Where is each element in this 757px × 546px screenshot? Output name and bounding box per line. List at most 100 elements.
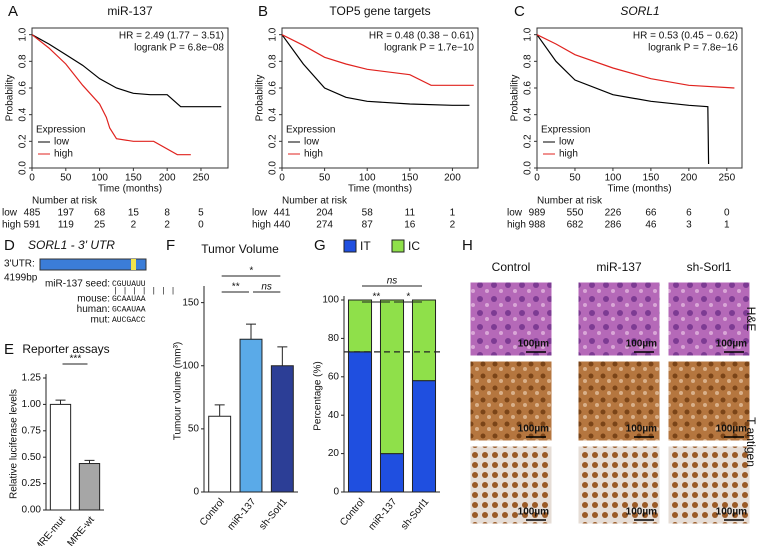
target-sequence: GCAAUAA	[112, 306, 146, 315]
risk-row-label: low	[2, 208, 18, 219]
scale-bar-label: 100µm	[626, 339, 657, 350]
survival-curve	[31, 34, 222, 108]
panel-label: G	[314, 237, 326, 254]
y-tick-label: 0.2	[268, 134, 279, 148]
scale-bar-label: 100µm	[518, 507, 549, 518]
annotation: HR = 0.48 (0.38 − 0.61)	[369, 31, 474, 42]
x-tick-label: 100	[605, 173, 622, 184]
bar-segment	[411, 380, 437, 493]
y-tick-label: 100	[182, 360, 199, 371]
target-sequence: GCAAUAA	[112, 295, 146, 304]
risk-count: 16	[404, 220, 416, 231]
chart-title: Tumor Volume	[201, 242, 279, 256]
y-axis-label: Percentage (%)	[313, 361, 324, 430]
x-tick-label: 200	[444, 173, 461, 184]
scale-bar-label: 100µm	[626, 507, 657, 518]
column-label: Control	[492, 260, 531, 274]
significance-label: ns	[387, 276, 398, 287]
plot-frame	[31, 27, 229, 169]
x-tick-label: 50	[319, 173, 331, 184]
legend-label: IC	[408, 239, 420, 253]
species-label: mut:	[91, 315, 110, 326]
bar-segment	[379, 299, 405, 455]
survival-curve	[536, 34, 710, 165]
chart-title: TOP5 gene targets	[329, 4, 430, 18]
error-bar	[246, 323, 256, 340]
x-tick-label: 150	[401, 173, 418, 184]
y-tick-label: 0.8	[268, 54, 279, 68]
micrograph	[577, 360, 661, 442]
error-bar	[84, 459, 95, 464]
x-tick-label: MRE-mut	[32, 514, 68, 546]
x-tick-label: 0	[279, 173, 285, 184]
legend-label: low	[559, 137, 575, 148]
micrograph	[469, 360, 553, 442]
survival-curve	[281, 34, 474, 86]
y-axis-label: Relative luciferase levels	[9, 389, 20, 499]
y-axis-label: Probability	[5, 75, 16, 122]
y-tick-label: 0.2	[523, 134, 534, 148]
y-tick-label: 0.25	[22, 478, 42, 489]
panel-label: A	[8, 3, 18, 20]
y-tick-label: 150	[182, 297, 199, 308]
y-tick-label: 0.2	[18, 134, 29, 148]
column-label: miR-137	[596, 260, 642, 274]
risk-count: 286	[605, 220, 622, 231]
risk-count: 204	[316, 208, 333, 219]
risk-count: 3	[686, 220, 692, 231]
x-tick-label: MRE-wt	[66, 514, 97, 546]
x-tick-label: miR-137	[367, 496, 400, 532]
y-tick-label: 100	[322, 295, 339, 306]
risk-row-label: high	[2, 220, 21, 231]
y-tick-label: 20	[328, 448, 340, 459]
risk-count: 68	[94, 208, 106, 219]
utr-bar	[39, 258, 147, 271]
legend-swatch	[343, 239, 357, 253]
bar	[270, 365, 294, 493]
seed-site	[131, 259, 136, 270]
pairing: | | | | | | |	[113, 287, 175, 296]
risk-count: 0	[724, 208, 730, 219]
panel-label: B	[258, 3, 268, 20]
y-tick-label: 0.6	[268, 81, 279, 95]
significance-label: *	[406, 292, 411, 303]
survival-curve	[536, 34, 735, 89]
risk-count: 87	[362, 220, 374, 231]
risk-count: 682	[567, 220, 584, 231]
annotation: HR = 0.53 (0.45 − 0.62)	[633, 31, 738, 42]
panel-label: C	[514, 3, 525, 20]
micrograph	[577, 281, 661, 357]
bar-segment	[347, 299, 373, 353]
y-axis-label: Tumour volume (mm³)	[173, 342, 184, 441]
risk-count: 440	[274, 220, 291, 231]
risk-count: 2	[131, 220, 137, 231]
x-tick-label: 150	[643, 173, 660, 184]
micrograph	[667, 445, 751, 525]
x-tick-label: sh-Sorl1	[257, 496, 290, 532]
y-tick-label: 0.00	[22, 505, 42, 516]
risk-count: 66	[645, 208, 657, 219]
risk-count: 0	[198, 220, 204, 231]
x-tick-label: 250	[718, 173, 735, 184]
risk-row-label: low	[507, 208, 523, 219]
significance-label: *	[249, 266, 254, 277]
y-tick-label: 0.0	[268, 161, 279, 175]
micrograph	[469, 281, 553, 357]
y-tick-label: 0	[333, 487, 339, 498]
species-label: human:	[77, 304, 110, 315]
risk-count: 1	[724, 220, 730, 231]
risk-row-label: low	[252, 208, 268, 219]
x-axis-label: Time (months)	[607, 184, 671, 195]
y-tick-label: 0.8	[18, 54, 29, 68]
y-axis-label: Probability	[510, 75, 521, 122]
y-tick-label: 0.4	[268, 107, 279, 121]
micrograph	[667, 281, 751, 357]
x-tick-label: 100	[91, 173, 108, 184]
x-tick-label: miR-137	[226, 496, 259, 532]
significance-label: **	[372, 292, 381, 303]
risk-count: 11	[405, 208, 416, 219]
risk-count: 226	[605, 208, 622, 219]
y-tick-label: 0.8	[523, 54, 534, 68]
